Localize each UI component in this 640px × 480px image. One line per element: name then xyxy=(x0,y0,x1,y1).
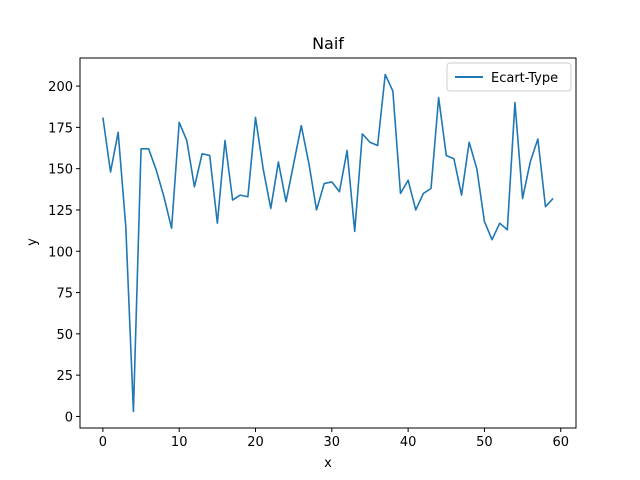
data-point xyxy=(163,196,164,197)
x-tick-label: 0 xyxy=(99,435,107,450)
data-point xyxy=(369,142,370,143)
data-point xyxy=(431,188,432,189)
data-point xyxy=(377,145,378,146)
y-tick-label: 100 xyxy=(48,245,73,260)
data-point xyxy=(530,162,531,163)
legend-entry: Ecart-Type xyxy=(491,71,558,86)
data-point xyxy=(125,226,126,227)
data-point xyxy=(110,171,111,172)
data-point xyxy=(392,91,393,92)
data-point xyxy=(224,140,225,141)
data-point xyxy=(476,168,477,169)
data-point xyxy=(423,193,424,194)
data-point xyxy=(446,155,447,156)
data-point xyxy=(301,125,302,126)
data-point xyxy=(278,162,279,163)
data-point xyxy=(537,138,538,139)
data-point xyxy=(522,198,523,199)
plot-area xyxy=(79,57,577,429)
data-point xyxy=(286,201,287,202)
data-point xyxy=(545,206,546,207)
data-point xyxy=(347,150,348,151)
data-point xyxy=(553,198,554,199)
data-point xyxy=(148,148,149,149)
data-point xyxy=(324,183,325,184)
data-point xyxy=(171,228,172,229)
data-point xyxy=(293,163,294,164)
data-point xyxy=(255,117,256,118)
data-point xyxy=(499,223,500,224)
data-point xyxy=(217,223,218,224)
x-tick-label: 30 xyxy=(324,435,341,450)
data-point xyxy=(156,170,157,171)
data-point xyxy=(102,117,103,118)
data-point xyxy=(461,195,462,196)
data-point xyxy=(179,122,180,123)
y-tick-label: 150 xyxy=(48,163,73,178)
plot-frame xyxy=(79,57,577,429)
data-point xyxy=(507,229,508,230)
x-tick-label: 50 xyxy=(476,435,493,450)
data-point xyxy=(362,133,363,134)
data-point xyxy=(240,195,241,196)
data-point xyxy=(186,140,187,141)
data-point xyxy=(331,181,332,182)
data-point xyxy=(484,221,485,222)
legend: Ecart-Type xyxy=(446,62,572,92)
x-axis: 0 10 20 30 40 50 60 xyxy=(99,428,569,450)
y-tick-label: 75 xyxy=(56,287,73,302)
x-tick-label: 40 xyxy=(400,435,417,450)
data-point xyxy=(385,74,386,75)
x-tick-label: 60 xyxy=(552,435,569,450)
data-point xyxy=(354,231,355,232)
y-tick-label: 0 xyxy=(65,410,73,425)
data-point xyxy=(492,239,493,240)
data-point xyxy=(263,168,264,169)
y-tick-label: 125 xyxy=(48,204,73,219)
series-line xyxy=(102,73,554,413)
data-point xyxy=(308,163,309,164)
data-point xyxy=(232,200,233,201)
data-point xyxy=(202,153,203,154)
data-point xyxy=(438,97,439,98)
data-point xyxy=(400,193,401,194)
data-point xyxy=(194,186,195,187)
data-point xyxy=(118,132,119,133)
data-point xyxy=(270,208,271,209)
x-axis-label: x xyxy=(324,456,332,471)
x-tick-label: 20 xyxy=(247,435,264,450)
y-tick-label: 200 xyxy=(48,80,73,95)
data-point xyxy=(133,411,134,412)
data-point xyxy=(141,148,142,149)
y-axis: 0 25 50 75 100 125 150 175 200 xyxy=(48,80,80,425)
chart-title: Naif xyxy=(312,34,344,53)
data-point xyxy=(415,209,416,210)
data-point xyxy=(247,196,248,197)
data-point xyxy=(408,180,409,181)
data-point xyxy=(469,142,470,143)
data-point xyxy=(514,102,515,103)
y-tick-label: 50 xyxy=(56,328,73,343)
legend-box xyxy=(446,62,572,92)
y-tick-label: 25 xyxy=(56,369,73,384)
x-tick-label: 10 xyxy=(171,435,188,450)
data-point xyxy=(209,155,210,156)
data-point xyxy=(339,191,340,192)
data-point xyxy=(453,158,454,159)
y-tick-label: 175 xyxy=(48,121,73,136)
data-point xyxy=(316,209,317,210)
y-axis-label: y xyxy=(25,238,40,246)
